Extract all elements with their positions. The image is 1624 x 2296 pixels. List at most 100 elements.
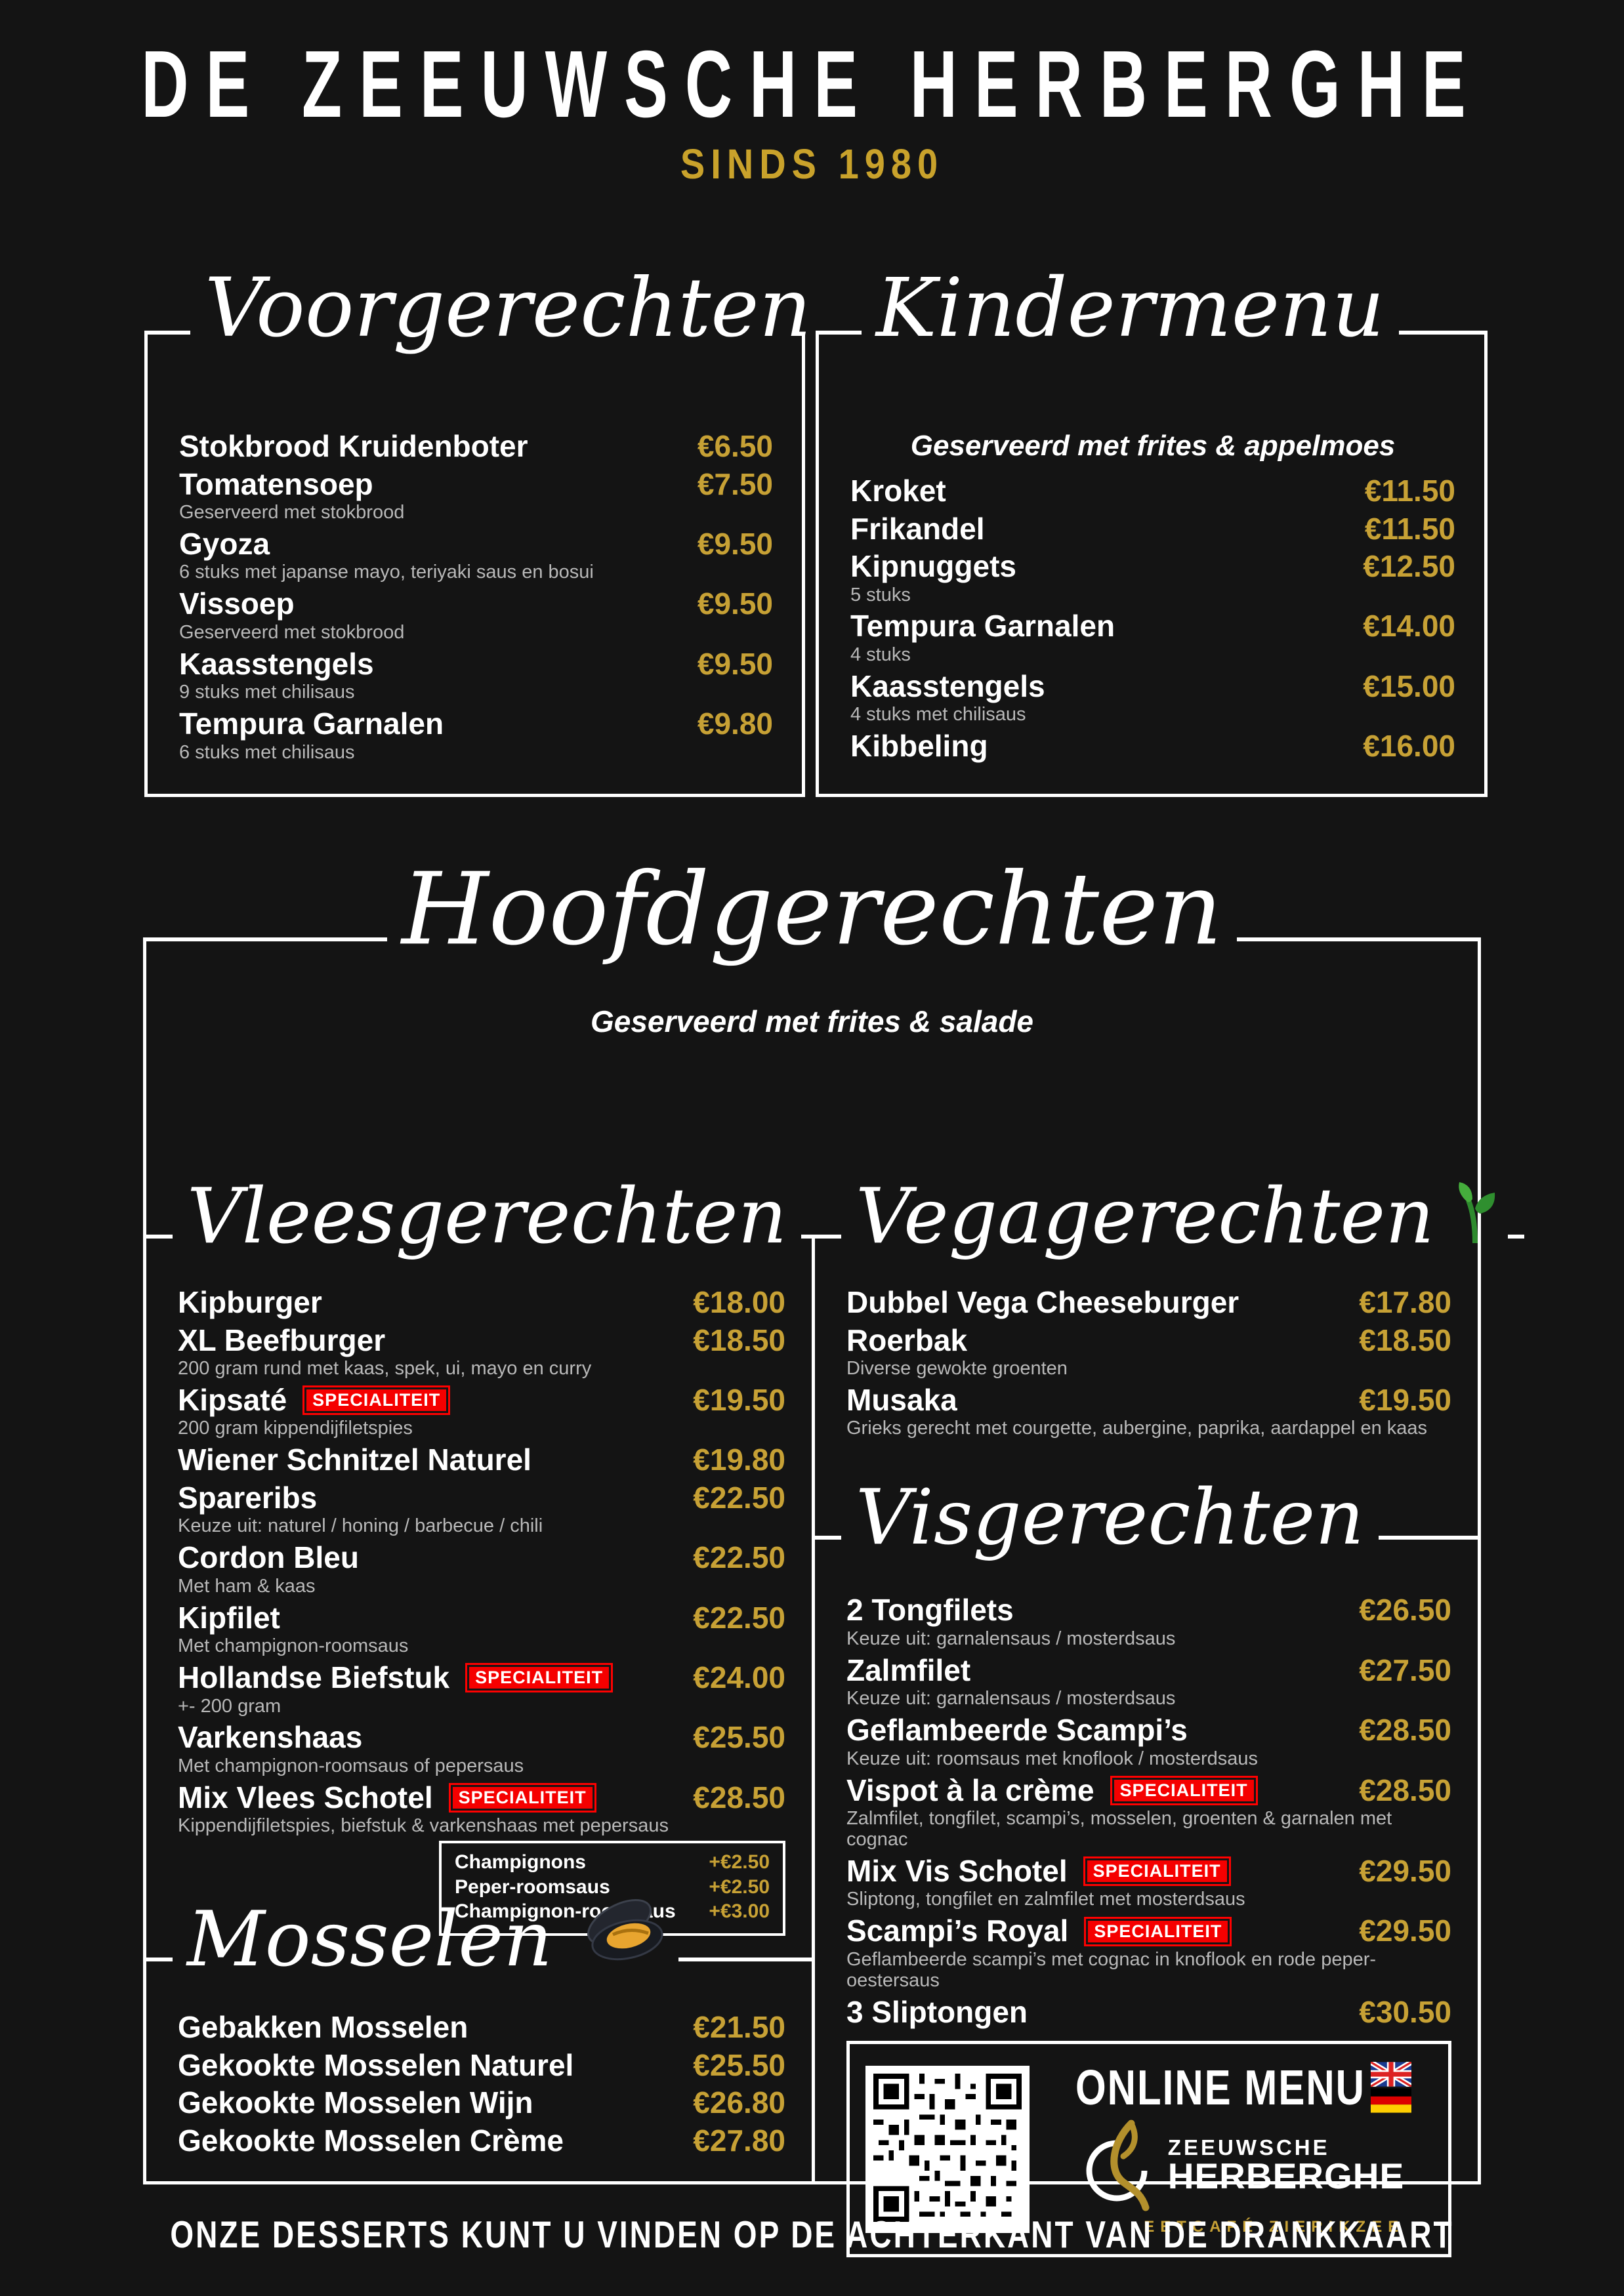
item-price: €7.50 <box>697 466 773 501</box>
qr-code <box>865 2065 1030 2233</box>
section-title: Vleesgerechten <box>187 1172 787 1261</box>
item-name: Varkenshaas <box>178 1720 363 1755</box>
mussel-icon <box>587 1899 663 1961</box>
supplement-item: Champignons +€2.50 <box>455 1851 770 1874</box>
footer-note-text: ONZE DESSERTS KUNT U VINDEN OP DE ACHTER… <box>170 2213 1454 2256</box>
logo-name-bottom: HERBERGHE <box>1167 2156 1405 2197</box>
specialiteit-badge: SPECIALITEIT <box>1110 1775 1258 1805</box>
item-price: €28.50 <box>1359 1773 1451 1807</box>
item-name: Wiener Schnitzel Naturel <box>178 1443 531 1477</box>
item-description: Geserveerd met stokbrood <box>179 621 405 643</box>
page-subtitle: SINDS 1980 <box>0 139 1624 187</box>
item-price: €14.00 <box>1363 609 1455 644</box>
column-left: Vleesgerechten Kipburger €18.00 XL Beefbu… <box>146 1053 818 2162</box>
item-price: €15.00 <box>1363 668 1455 703</box>
item-description: Met champignon-roomsaus of pepersaus <box>178 1755 524 1776</box>
specialiteit-badge: SPECIALITEIT <box>1084 1916 1232 1946</box>
rule-segment <box>146 1958 173 1962</box>
item-name: Mix Vis Schotel <box>846 1853 1068 1888</box>
item-price: €19.50 <box>693 1382 785 1417</box>
menu-item: Spareribs €22.50 Keuze uit: naturel / hon… <box>178 1481 785 1537</box>
item-price: €11.50 <box>1364 474 1455 508</box>
rule-segment <box>146 1235 173 1239</box>
item-price: €29.50 <box>1359 1853 1451 1888</box>
item-name: Vispot à la crème <box>846 1773 1094 1807</box>
item-name: Kroket <box>850 474 946 508</box>
item-name: Kibbeling <box>850 729 988 764</box>
item-price: +€3.00 <box>709 1900 770 1923</box>
item-price: €26.50 <box>1359 1593 1451 1628</box>
visgerechten-list: 2 Tongfilets €26.50 Keuze uit: garnalensa… <box>815 1593 1478 2029</box>
item-name: Kipsaté <box>178 1382 287 1417</box>
menu-item: Vissoep €9.50 Geserveerd met stokbrood <box>179 587 773 643</box>
item-description: Diverse gewokte groenten <box>846 1358 1068 1380</box>
germany-flag-icon <box>1371 2088 1411 2113</box>
item-name: Gekookte Mosselen Wijn <box>178 2085 533 2120</box>
menu-item: Gekookte Mosselen Wijn €26.80 <box>178 2086 785 2120</box>
item-description: 6 stuks met chilisaus <box>179 741 355 763</box>
rule-segment <box>815 1235 841 1239</box>
item-description: Grieks gerecht met courgette, aubergine,… <box>846 1418 1428 1439</box>
item-price: €28.50 <box>1359 1713 1451 1748</box>
mosselen-list: Gebakken Mosselen €21.50 Gekookte Mossele… <box>146 2011 812 2158</box>
item-price: €22.50 <box>693 1480 785 1515</box>
menu-item: 2 Tongfilets €26.50 Keuze uit: garnalensa… <box>846 1593 1451 1649</box>
menu-item: Dubbel Vega Cheeseburger €17.80 <box>846 1285 1451 1320</box>
menu-item: Wiener Schnitzel Naturel €19.80 <box>178 1443 785 1477</box>
item-name: Geflambeerde Scampi’s <box>846 1713 1188 1748</box>
item-price: €6.50 <box>697 429 773 463</box>
item-description: Keuze uit: roomsaus met knoflook / moste… <box>846 1748 1259 1769</box>
specialiteit-badge: SPECIALITEIT <box>465 1663 614 1693</box>
language-flags <box>1371 2062 1411 2113</box>
menu-item: Gekookte Mosselen Naturel €25.50 <box>178 2047 785 2083</box>
item-name: Hollandse Biefstuk <box>178 1660 450 1695</box>
section-voorgerechten: Voorgerechten Stokbrood Kruidenboter €6.5… <box>144 268 843 797</box>
item-price: €22.50 <box>693 1600 785 1635</box>
item-description: 5 stuks <box>850 584 911 605</box>
menu-item: Frikandel €11.50 <box>850 512 1455 546</box>
item-name: 2 Tongfilets <box>846 1593 1014 1628</box>
menu-item: Kipsaté SPECIALITEIT €19.50 200 gram kippe… <box>178 1382 785 1439</box>
menu-item: Tempura Garnalen €14.00 4 stuks <box>850 609 1455 665</box>
item-price: €12.50 <box>1363 549 1455 584</box>
item-price: €24.00 <box>693 1660 785 1695</box>
item-price: €26.80 <box>693 2085 785 2120</box>
item-price: €9.50 <box>697 646 773 681</box>
item-name: Tempura Garnalen <box>850 609 1115 644</box>
item-price: €19.50 <box>1359 1382 1451 1417</box>
item-description: Geflambeerde scampi’s met cognac in knof… <box>846 1948 1377 1991</box>
column-right: Vegagerechten Dubbel Vega Cheeseburger €1… <box>815 1053 1524 2258</box>
item-name: Zalmfilet <box>846 1652 971 1687</box>
menu-item: XL Beefburger €18.50 200 gram rund met ka… <box>178 1323 785 1380</box>
rule-segment <box>815 1536 841 1540</box>
item-description: Keuze uit: naturel / honing / barbecue /… <box>178 1515 543 1537</box>
item-name: Kaasstengels <box>179 646 374 681</box>
rule-segment <box>1236 937 1481 941</box>
menu-item: Hollandse Biefstuk SPECIALITEIT €24.00 +- … <box>178 1661 785 1717</box>
menu-item: Gekookte Mosselen Crème €27.80 <box>178 2123 785 2158</box>
item-name: Gekookte Mosselen Naturel <box>178 2047 574 2082</box>
menu-item: Cordon Bleu €22.50 Met ham & kaas <box>178 1541 785 1597</box>
item-price: €9.50 <box>697 586 773 621</box>
section-title: Mosselen <box>187 1895 552 1984</box>
item-name: Kaasstengels <box>850 668 1045 703</box>
item-price: €27.80 <box>693 2123 785 2158</box>
rule-segment <box>1507 1235 1524 1239</box>
section-note: Geserveerd met frites & salade <box>590 1004 1034 1038</box>
item-description: Met champignon-roomsaus <box>178 1635 409 1657</box>
rule-segment <box>143 937 388 941</box>
item-description: Sliptong, tongfilet en zalmfilet met mos… <box>846 1889 1245 1910</box>
item-name: Gebakken Mosselen <box>178 2010 468 2045</box>
item-name: Frikandel <box>850 511 985 546</box>
menu-item: Kipfilet €22.50 Met champignon-roomsaus <box>178 1601 785 1657</box>
item-name: Cordon Bleu <box>178 1540 359 1575</box>
item-price: +€2.50 <box>709 1851 770 1874</box>
item-name: Champignons <box>455 1851 586 1874</box>
uk-flag-icon <box>1371 2062 1411 2087</box>
item-price: €22.50 <box>693 1540 785 1575</box>
item-description: 200 gram rund met kaas, spek, ui, mayo e… <box>178 1358 592 1380</box>
rule-segment <box>1379 1536 1478 1540</box>
online-menu-box: ONLINE MENU <box>846 2041 1451 2258</box>
rule-segment <box>144 331 190 335</box>
